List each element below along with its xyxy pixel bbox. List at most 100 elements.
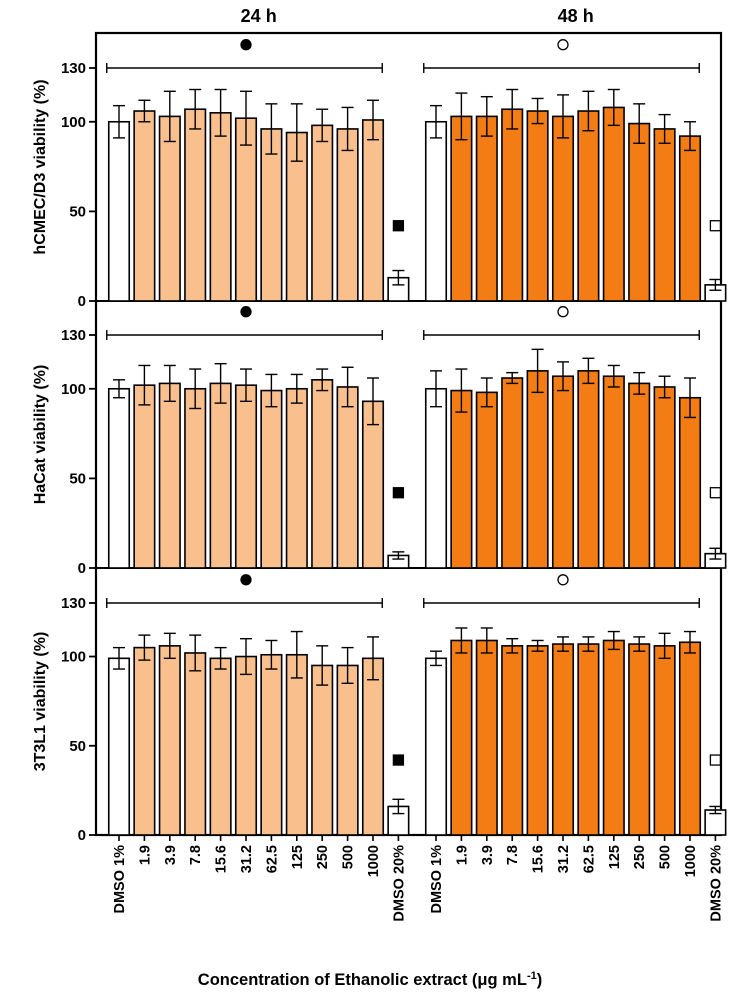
panels-layer	[89, 31, 727, 841]
x-tick-label: 1.9	[137, 845, 153, 865]
bar	[526, 110, 549, 302]
filled-circle-marker	[240, 39, 252, 51]
bar	[653, 645, 676, 836]
x-tick-label: 15.6	[531, 845, 547, 873]
bar	[424, 387, 448, 569]
bar	[234, 655, 258, 836]
x-tick-label: DMSO 1%	[429, 845, 445, 914]
y-tick-label: 50	[69, 470, 86, 487]
y-tick-label: 130	[61, 60, 86, 77]
x-tick-label: 3.9	[163, 845, 179, 865]
x-axis-label: Concentration of Ethanolic extract (μg m…	[198, 970, 542, 989]
bar	[336, 664, 359, 836]
x-tick-label: 500	[658, 845, 674, 869]
x-tick-label: 125	[607, 845, 623, 869]
bar	[133, 384, 156, 569]
open-circle-marker	[557, 574, 569, 586]
bar	[501, 645, 524, 836]
x-tick-label: 7.8	[188, 845, 204, 865]
y-axis-label: HaCat viability (%)	[32, 365, 49, 505]
bar	[475, 391, 498, 569]
bar	[501, 377, 524, 569]
open-square-marker	[709, 754, 722, 766]
bar	[311, 124, 334, 302]
bar	[361, 119, 385, 302]
bar	[260, 653, 283, 836]
x-tick-label: 500	[341, 845, 357, 869]
bar	[285, 387, 308, 569]
bar	[311, 664, 334, 836]
bar	[209, 382, 232, 569]
y-tick-label: 130	[61, 595, 86, 612]
open-square-marker	[709, 220, 722, 232]
y-tick-label: 100	[61, 114, 86, 131]
bar	[475, 639, 498, 836]
bar	[336, 386, 359, 569]
bar	[260, 389, 283, 569]
open-square-marker	[709, 487, 722, 499]
bar	[450, 639, 473, 836]
y-tick-label: 100	[61, 381, 86, 398]
bar	[209, 657, 232, 836]
x-tick-label: 1000	[683, 845, 699, 877]
bar	[602, 639, 625, 836]
bar	[361, 657, 385, 836]
bar	[551, 115, 575, 302]
bar	[133, 110, 156, 302]
bar	[260, 128, 283, 302]
bar	[653, 128, 676, 302]
bar	[551, 375, 575, 569]
x-tick-label: DMSO 1%	[112, 845, 128, 914]
x-tick-label: 1.9	[454, 845, 470, 865]
bar	[285, 653, 308, 836]
bar	[501, 108, 524, 302]
x-tick-label: 31.2	[239, 845, 255, 873]
bar	[158, 382, 181, 569]
bar	[336, 128, 359, 302]
bar	[184, 652, 207, 836]
text-layer: 24 h 48 h 0 50 100 130 hCMEC/D3 viability (%) 0…	[32, 6, 724, 989]
bar	[602, 106, 625, 302]
bar	[184, 387, 207, 569]
y-tick-label: 0	[78, 560, 86, 577]
x-tick-label: 250	[315, 845, 331, 869]
bar	[107, 387, 131, 569]
bar	[678, 396, 702, 569]
bar	[577, 110, 600, 302]
y-tick-label: 50	[69, 738, 86, 755]
bar	[450, 389, 473, 569]
x-tick-label: DMSO 20%	[391, 845, 407, 922]
bar	[424, 657, 448, 836]
x-tick-label: 1000	[366, 845, 382, 877]
x-tick-label: 62.5	[264, 845, 280, 873]
x-tick-label: 250	[632, 845, 648, 869]
y-axis-label: 3T3L1 viability (%)	[32, 632, 49, 772]
timepoint-title: 24 h	[241, 6, 277, 26]
bar	[526, 370, 549, 569]
bar	[628, 382, 651, 569]
bar	[628, 122, 651, 302]
bar	[577, 643, 600, 836]
y-axis-label: hCMEC/D3 viability (%)	[32, 79, 49, 254]
timepoint-title: 48 h	[558, 6, 594, 26]
filled-square-marker	[392, 220, 405, 232]
bar	[526, 645, 549, 836]
bar	[107, 657, 131, 836]
bar	[107, 120, 131, 302]
bar	[551, 643, 575, 836]
open-circle-marker	[557, 306, 569, 318]
x-tick-label: DMSO 20%	[708, 845, 724, 922]
x-tick-label: 31.2	[556, 845, 572, 873]
bar	[678, 641, 702, 836]
open-circle-marker	[557, 39, 569, 51]
bar	[361, 400, 385, 569]
y-tick-label: 100	[61, 649, 86, 666]
y-tick-label: 0	[78, 827, 86, 844]
x-tick-label: 15.6	[214, 845, 230, 873]
bar	[424, 120, 448, 302]
bar	[158, 115, 181, 302]
filled-circle-marker	[240, 574, 252, 586]
bar	[577, 370, 600, 569]
bar	[133, 646, 156, 836]
